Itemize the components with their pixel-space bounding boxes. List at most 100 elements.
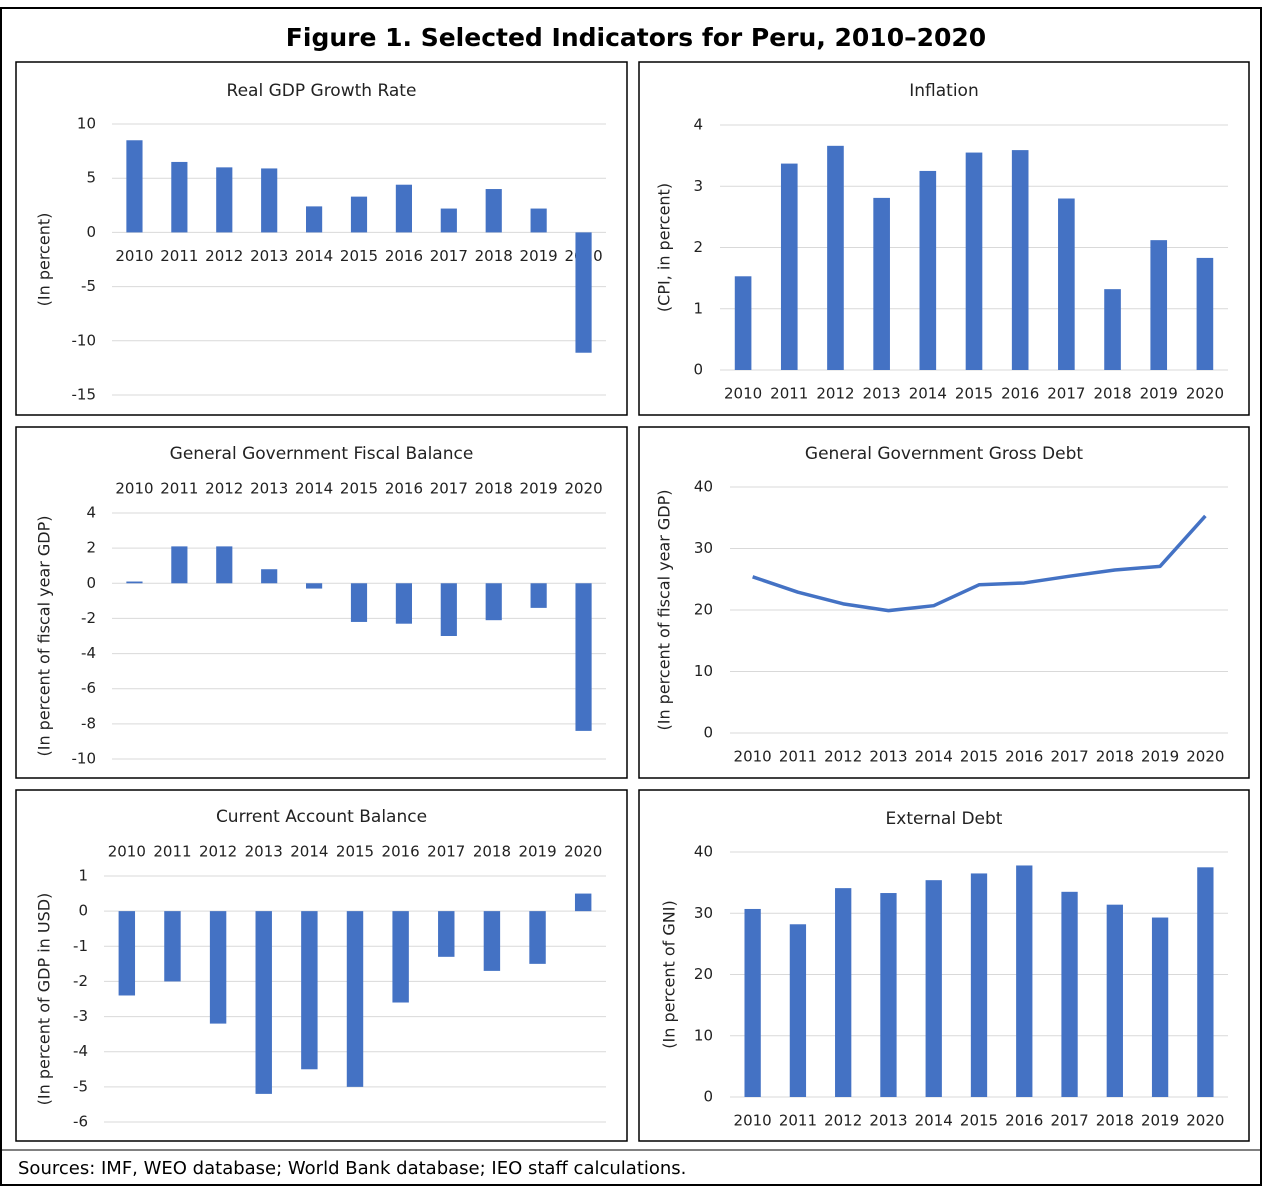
- chart-title: Current Account Balance: [216, 807, 427, 827]
- x-tick-label: 2012: [205, 247, 243, 265]
- x-tick-label: 2014: [909, 385, 947, 403]
- bar: [209, 911, 227, 1024]
- bar: [970, 873, 988, 1097]
- y-tick-label: -5: [73, 1077, 88, 1095]
- x-tick-label: 2010: [724, 385, 762, 403]
- x-tick-label: 2019: [520, 480, 558, 498]
- x-tick-label: 2017: [427, 843, 465, 861]
- x-tick-label: 2020: [1186, 748, 1224, 766]
- bar: [1061, 891, 1078, 1097]
- x-tick-label: 2011: [779, 1112, 817, 1130]
- y-tick-label: 0: [703, 1088, 713, 1106]
- y-axis-label: (In percent of GDP in USD): [35, 893, 54, 1106]
- bar: [880, 893, 897, 1097]
- y-tick-label: 3: [693, 177, 703, 195]
- bar: [734, 276, 752, 370]
- y-tick-label: -2: [81, 609, 96, 627]
- bar: [1011, 150, 1029, 370]
- x-tick-label: 2013: [250, 480, 288, 498]
- y-tick-label: -4: [81, 644, 96, 662]
- y-axis-label: (In percent): [35, 213, 54, 307]
- y-axis-label: (In percent of GNI): [660, 900, 679, 1048]
- chart-title: General Government Gross Debt: [805, 444, 1083, 464]
- x-tick-label: 2017: [430, 480, 468, 498]
- x-tick-label: 2011: [153, 843, 191, 861]
- x-tick-label: 2017: [430, 247, 468, 265]
- y-tick-label: 10: [694, 1026, 713, 1044]
- x-tick-label: 2010: [115, 480, 153, 498]
- x-tick-label: 2010: [108, 843, 146, 861]
- x-tick-label: 2016: [385, 480, 423, 498]
- bar: [1197, 867, 1214, 1097]
- panel-frame: [15, 426, 628, 779]
- bar: [216, 546, 233, 584]
- bar: [126, 140, 143, 233]
- y-tick-label: 2: [693, 238, 703, 256]
- bar: [485, 583, 502, 621]
- y-tick-label: 1: [693, 299, 703, 317]
- panel-frame: [638, 61, 1250, 416]
- bar: [530, 583, 547, 608]
- y-tick-label: 0: [703, 724, 713, 742]
- y-tick-label: -1: [73, 937, 88, 955]
- x-tick-label: 2014: [915, 748, 953, 766]
- bar: [350, 583, 368, 622]
- x-tick-label: 2016: [1001, 385, 1039, 403]
- x-tick-label: 2020: [564, 843, 602, 861]
- bar: [1151, 917, 1169, 1097]
- bar: [118, 911, 136, 996]
- y-tick-label: 10: [77, 115, 96, 133]
- y-tick-label: -6: [73, 1113, 88, 1131]
- bar: [395, 583, 412, 624]
- y-tick-label: -4: [73, 1042, 88, 1060]
- x-tick-label: 2015: [336, 843, 374, 861]
- x-tick-label: 2018: [1096, 1112, 1134, 1130]
- bar: [835, 888, 852, 1097]
- x-tick-label: 2014: [295, 480, 333, 498]
- x-tick-label: 2015: [955, 385, 993, 403]
- x-tick-label: 2014: [915, 1112, 953, 1130]
- x-tick-label: 2016: [1005, 748, 1043, 766]
- x-tick-label: 2012: [824, 1112, 862, 1130]
- y-tick-label: -5: [81, 277, 96, 295]
- bar: [306, 583, 323, 589]
- bar: [575, 583, 592, 731]
- y-tick-label: 0: [86, 574, 96, 592]
- y-tick-label: -2: [73, 972, 88, 990]
- bar: [1196, 257, 1214, 370]
- x-tick-label: 2017: [1050, 1112, 1088, 1130]
- panel-frame: [15, 789, 628, 1142]
- y-tick-label: -15: [72, 386, 97, 404]
- y-tick-label: 1: [78, 867, 88, 885]
- bar: [301, 911, 318, 1070]
- y-tick-label: 30: [694, 539, 713, 557]
- x-tick-label: 2012: [816, 385, 854, 403]
- y-tick-label: 30: [694, 904, 713, 922]
- panel-frame: [638, 789, 1250, 1142]
- x-tick-label: 2012: [824, 748, 862, 766]
- x-tick-label: 2015: [340, 247, 378, 265]
- bar: [395, 184, 412, 233]
- y-tick-label: 0: [78, 902, 88, 920]
- bar: [575, 232, 592, 353]
- x-tick-label: 2016: [385, 247, 423, 265]
- chart-title: Real GDP Growth Rate: [227, 81, 417, 101]
- bar: [873, 197, 890, 370]
- y-tick-label: -3: [73, 1007, 88, 1025]
- x-tick-label: 2010: [115, 247, 153, 265]
- x-tick-label: 2020: [564, 480, 602, 498]
- x-tick-label: 2017: [1050, 748, 1088, 766]
- y-tick-label: 5: [86, 169, 96, 187]
- y-axis-label: (CPI, in percent): [655, 183, 674, 312]
- outer-frame: [0, 7, 1262, 1186]
- x-tick-label: 2016: [1005, 1112, 1043, 1130]
- bar: [1106, 904, 1123, 1097]
- bar: [965, 152, 983, 370]
- bar: [1016, 865, 1033, 1097]
- y-tick-label: -8: [81, 714, 96, 732]
- bar: [440, 583, 457, 636]
- bar: [1104, 289, 1121, 370]
- bar: [789, 924, 807, 1097]
- bar: [919, 170, 937, 370]
